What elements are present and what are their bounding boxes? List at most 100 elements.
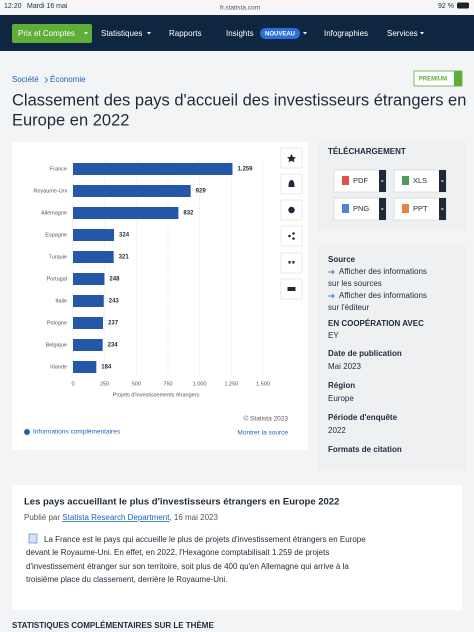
source-title: Source xyxy=(328,255,356,264)
value-label-bg xyxy=(180,208,197,218)
x-tick-label: 750 xyxy=(163,381,172,387)
article-line: troisième place du classement, derrière … xyxy=(26,575,227,584)
download-label[interactable]: XLS xyxy=(413,176,427,185)
download-caret xyxy=(441,208,444,210)
category-label: Royaume-Uni xyxy=(33,188,67,194)
breadcrumb[interactable]: Société xyxy=(12,75,39,84)
source-link[interactable]: Afficher des informations xyxy=(339,267,427,276)
category-label: France xyxy=(50,166,67,172)
period-title: Période d'enquête xyxy=(328,413,398,422)
nav-item[interactable]: Services xyxy=(387,29,418,38)
article-line: La France est le pays qui accueille le p… xyxy=(44,535,366,544)
gear-icon xyxy=(288,206,295,214)
x-tick-label: 1.500 xyxy=(256,381,270,387)
status-date: Mardi 16 mai xyxy=(27,3,68,10)
download-caret xyxy=(441,180,444,182)
title: Europe en 2022 xyxy=(12,111,129,129)
url[interactable]: fr.statista.com xyxy=(220,5,260,12)
quote-icon xyxy=(288,261,291,264)
bar xyxy=(73,361,97,373)
bar xyxy=(73,251,114,263)
value-label-bg xyxy=(98,362,115,372)
download-label[interactable]: PDF xyxy=(353,176,368,185)
x-tick-label: 0 xyxy=(71,381,74,387)
x-tick-label: 500 xyxy=(132,381,141,387)
period: 2022 xyxy=(328,426,346,435)
breadcrumb-sep xyxy=(44,77,49,83)
badge-text: NOUVEAU xyxy=(265,32,295,38)
value-label: 248 xyxy=(109,277,120,283)
value-label-bg xyxy=(105,318,122,328)
publisher-link[interactable]: sur l'éditeur xyxy=(328,303,369,312)
citation[interactable]: Formats de citation xyxy=(328,445,402,454)
quote-button[interactable] xyxy=(280,252,303,274)
source-panel xyxy=(318,245,466,470)
more-info[interactable]: Informations complémentaires xyxy=(33,429,121,436)
doc-icon xyxy=(28,533,38,544)
share-button[interactable] xyxy=(280,225,303,247)
article-line: d'investissement étranger sur son territ… xyxy=(26,562,349,571)
file-icon xyxy=(342,176,349,185)
article-card xyxy=(12,485,462,610)
region-title: Région xyxy=(328,381,355,390)
account-text[interactable]: Prix et Comptes xyxy=(18,29,75,38)
date-title: Date de publication xyxy=(328,349,402,358)
category-label: Espagne xyxy=(45,232,67,238)
download-label[interactable]: PNG xyxy=(353,204,369,213)
value-label: 184 xyxy=(101,365,112,371)
nav-item[interactable]: Infographies xyxy=(324,29,368,38)
article-heading: Les pays accueillant le plus d'investiss… xyxy=(24,497,339,508)
value-label: 929 xyxy=(196,189,207,195)
download-caret xyxy=(381,208,384,210)
download-buttons: PDF XLS PNG PPT xyxy=(333,169,447,221)
category-label: Italie xyxy=(55,298,67,304)
value-label: 243 xyxy=(109,299,120,305)
arrow-icon xyxy=(328,293,335,299)
premium-text: PREMIUM xyxy=(419,77,447,83)
nav-item[interactable]: Statistiques xyxy=(101,29,142,38)
x-axis-label: Projets d'investissements étrangers xyxy=(113,392,200,398)
bar xyxy=(73,229,115,241)
value-label-bg xyxy=(116,230,133,240)
chart: 0 250 500 750 1.000 1.250 1.500 Projets d'inves… xyxy=(33,160,270,398)
bar xyxy=(73,273,105,285)
battery-text: 92 % xyxy=(438,3,454,10)
value-label: 234 xyxy=(108,343,119,349)
category-label: Allemagne xyxy=(41,210,67,216)
nav-item[interactable]: Insights xyxy=(226,29,254,38)
bar xyxy=(73,185,191,197)
value-label-bg xyxy=(192,186,209,196)
download-title: TÉLÉCHARGEMENT xyxy=(328,147,406,156)
download-label[interactable]: PPT xyxy=(413,204,428,213)
info-icon xyxy=(24,429,30,435)
share-icon xyxy=(292,237,295,240)
show-source[interactable]: Montrer la source xyxy=(237,430,288,437)
quote-icon xyxy=(292,261,295,264)
article-line: devant le Royaume-Uni. En effet, en 2022… xyxy=(26,548,329,557)
value-label: 324 xyxy=(119,233,130,239)
value-label-bg xyxy=(105,296,122,306)
file-icon xyxy=(402,204,409,213)
publisher-link[interactable]: Afficher des informations xyxy=(339,291,427,300)
source-link[interactable]: sur les sources xyxy=(328,279,382,288)
nav-item[interactable]: Rapports xyxy=(169,29,201,38)
bell-icon xyxy=(288,180,295,187)
byline-author[interactable]: Statista Research Department xyxy=(62,513,170,522)
title: Classement des pays d'accueil des invest… xyxy=(12,91,466,109)
share-icon xyxy=(292,232,295,235)
side-icon-glyphs xyxy=(287,154,296,291)
date: Mai 2023 xyxy=(328,362,361,371)
breadcrumb[interactable]: Économie xyxy=(50,75,86,84)
category-label: Turquie xyxy=(49,254,67,260)
header-area xyxy=(0,51,474,141)
status-bar xyxy=(0,0,474,14)
star-icon xyxy=(287,154,296,163)
bar xyxy=(73,295,104,307)
premium-badge-tab xyxy=(454,71,462,86)
region: Europe xyxy=(328,394,354,403)
x-tick-label: 1.000 xyxy=(193,381,207,387)
account-button[interactable] xyxy=(12,24,92,43)
bar xyxy=(73,317,104,329)
